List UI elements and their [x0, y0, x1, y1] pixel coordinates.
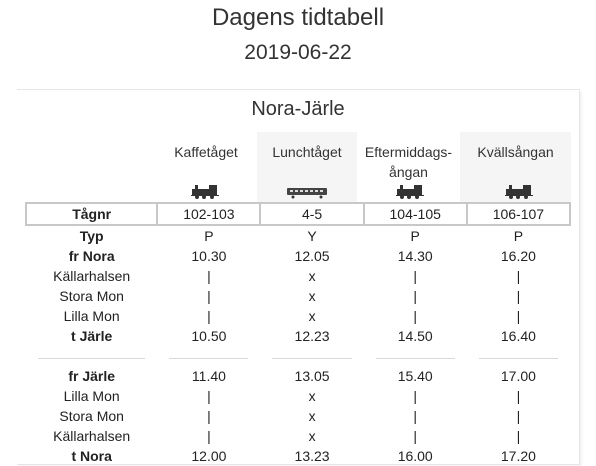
- table-cell: |: [516, 288, 521, 304]
- table-row: fr Nora 10.30 12.05 14.30 16.20: [26, 246, 570, 266]
- table-cell: |: [516, 428, 521, 444]
- table-row: Lilla Mon | x | |: [26, 386, 570, 406]
- table-cell: 16.40: [500, 328, 536, 344]
- table-cell: |: [516, 408, 521, 424]
- route-title: Nora-Järle: [251, 98, 345, 120]
- table-cell: Y: [307, 228, 317, 244]
- table-cell: |: [207, 428, 211, 444]
- row-label: Typ: [79, 228, 104, 244]
- page-title: Dagens tidtabell: [211, 4, 385, 31]
- table-cell: 16.00: [397, 448, 433, 464]
- table-cell: 17.00: [500, 368, 536, 384]
- row-label: Stora Mon: [59, 408, 124, 424]
- table-row: t Järle 10.50 12.23 14.50 16.40: [26, 326, 570, 346]
- steam-locomotive-icon: [505, 185, 533, 199]
- timetable-card: [17, 89, 580, 465]
- train-name: Kvällsångan: [477, 144, 554, 160]
- table-cell: x: [308, 308, 316, 324]
- row-label: t Nora: [71, 448, 112, 464]
- row-label: fr Järle: [68, 368, 116, 384]
- table-cell: 10.50: [191, 328, 227, 344]
- table-row: Källarhalsen | x | |: [26, 266, 570, 286]
- row-label: t Järle: [71, 328, 113, 344]
- page-date: 2019-06-22: [244, 41, 352, 64]
- table-cell: |: [413, 388, 418, 404]
- table-cell: 14.30: [397, 248, 433, 264]
- train-name: Eftermiddags-: [364, 144, 453, 160]
- table-cell: |: [516, 388, 521, 404]
- row-label: Tågnr: [24, 202, 159, 226]
- table-cell: 15.40: [397, 368, 433, 384]
- row-label: Källarhalsen: [53, 428, 131, 444]
- table-cell: 12.00: [191, 448, 227, 464]
- row-label: fr Nora: [68, 248, 115, 264]
- table-cell: |: [413, 288, 418, 304]
- steam-locomotive-icon: [191, 185, 219, 199]
- train-name: Kaffetåget: [174, 144, 238, 160]
- tagnr-cell: 4-5: [259, 202, 365, 226]
- table-cell: x: [308, 388, 316, 404]
- table-cell: 10.30: [191, 248, 227, 264]
- table-row: fr Järle 11.40 13.05 15.40 17.00: [26, 366, 570, 386]
- timetable: Tågnr 102-103 4-5 104-105 106-107 Typ P Y P…: [24, 202, 572, 466]
- row-label: Lilla Mon: [63, 388, 120, 404]
- table-cell: |: [516, 308, 521, 324]
- tagnr-row: Tågnr 102-103 4-5 104-105 106-107: [24, 202, 572, 226]
- row-label: Stora Mon: [59, 288, 124, 304]
- table-row: t Nora 12.00 13.23 16.00 17.20: [26, 446, 570, 466]
- table-cell: x: [308, 408, 316, 424]
- train-header-eftermiddagsangan: Eftermiddags- ångan: [357, 132, 460, 202]
- table-cell: x: [308, 428, 316, 444]
- row-label: Lilla Mon: [63, 308, 120, 324]
- table-cell: P: [204, 228, 214, 244]
- table-cell: |: [207, 288, 211, 304]
- table-cell: 13.05: [294, 368, 330, 384]
- table-cell: |: [207, 308, 211, 324]
- table-cell: 11.40: [191, 368, 226, 384]
- table-cell: 14.50: [397, 328, 433, 344]
- train-name: Lunchtåget: [272, 144, 342, 160]
- steam-locomotive-icon: [396, 185, 424, 199]
- table-row: Stora Mon | x | |: [26, 406, 570, 426]
- table-cell: x: [308, 288, 316, 304]
- train-header-kaffetaget: Kaffetåget: [155, 132, 257, 202]
- table-cell: 16.20: [500, 248, 536, 264]
- table-cell: P: [410, 228, 420, 244]
- table-cell: |: [207, 388, 211, 404]
- table-cell: |: [207, 268, 211, 284]
- table-cell: P: [513, 228, 524, 244]
- table-row: Källarhalsen | x | |: [26, 426, 570, 446]
- table-cell: |: [516, 268, 521, 284]
- row-label: Källarhalsen: [53, 268, 131, 284]
- table-cell: |: [207, 408, 211, 424]
- railcar-icon: [287, 188, 327, 199]
- table-row: Stora Mon | x | |: [26, 286, 570, 306]
- table-cell: 13.23: [294, 448, 330, 464]
- table-row: Typ P Y P P: [26, 225, 570, 246]
- table-cell: |: [413, 408, 418, 424]
- table-cell: 17.20: [500, 448, 536, 464]
- table-row: Lilla Mon | x | |: [26, 306, 570, 326]
- table-cell: 12.05: [294, 248, 330, 264]
- table-cell: |: [413, 268, 418, 284]
- table-cell: 12.23: [294, 328, 330, 344]
- tagnr-cell: 104-105: [362, 202, 468, 226]
- table-cell: x: [308, 268, 316, 284]
- tagnr-cell: 106-107: [465, 202, 572, 226]
- table-cell: |: [413, 308, 418, 324]
- section-divider: [26, 346, 570, 366]
- tagnr-cell: 102-103: [156, 202, 262, 226]
- table-cell: |: [413, 428, 418, 444]
- train-name-line2: ångan: [389, 164, 428, 180]
